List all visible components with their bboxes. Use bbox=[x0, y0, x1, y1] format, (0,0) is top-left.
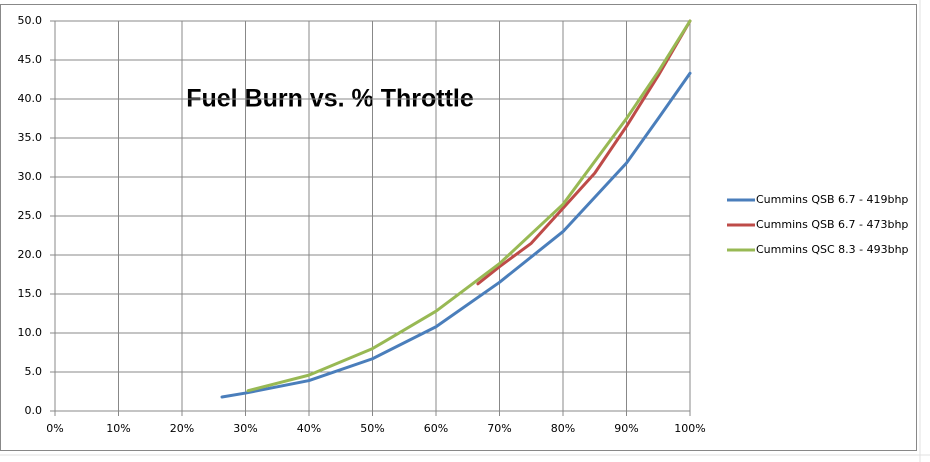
x-tick-label: 40% bbox=[297, 422, 321, 435]
legend-label: Cummins QSC 8.3 - 493bhp bbox=[756, 243, 909, 256]
y-tick-label: 30.0 bbox=[18, 170, 43, 183]
x-tick-label: 70% bbox=[487, 422, 511, 435]
y-tick-label: 40.0 bbox=[18, 92, 43, 105]
x-tick-label: 10% bbox=[106, 422, 130, 435]
series-line bbox=[476, 19, 692, 286]
y-tick-label: 5.0 bbox=[25, 365, 43, 378]
y-tick-label: 50.0 bbox=[18, 14, 43, 27]
x-tick-label: 60% bbox=[424, 422, 448, 435]
y-tick-label: 35.0 bbox=[18, 131, 43, 144]
x-tick-label: 20% bbox=[170, 422, 194, 435]
legend-label: Cummins QSB 6.7 - 419bhp bbox=[756, 193, 908, 206]
x-tick-label: 0% bbox=[46, 422, 63, 435]
y-tick-label: 15.0 bbox=[18, 287, 43, 300]
y-tick-label: 45.0 bbox=[18, 53, 43, 66]
x-tick-label: 80% bbox=[551, 422, 575, 435]
series-line bbox=[246, 19, 692, 393]
chart-area bbox=[0, 4, 917, 451]
y-tick-label: 25.0 bbox=[18, 209, 43, 222]
y-tick-label: 0.0 bbox=[25, 404, 43, 417]
x-tick-label: 90% bbox=[614, 422, 638, 435]
legend-label: Cummins QSB 6.7 - 473bhp bbox=[756, 218, 908, 231]
series-line bbox=[220, 71, 692, 399]
y-tick-label: 10.0 bbox=[18, 326, 43, 339]
x-tick-label: 100% bbox=[674, 422, 705, 435]
y-tick-label: 20.0 bbox=[18, 248, 43, 261]
x-tick-label: 30% bbox=[233, 422, 257, 435]
x-tick-label: 50% bbox=[360, 422, 384, 435]
